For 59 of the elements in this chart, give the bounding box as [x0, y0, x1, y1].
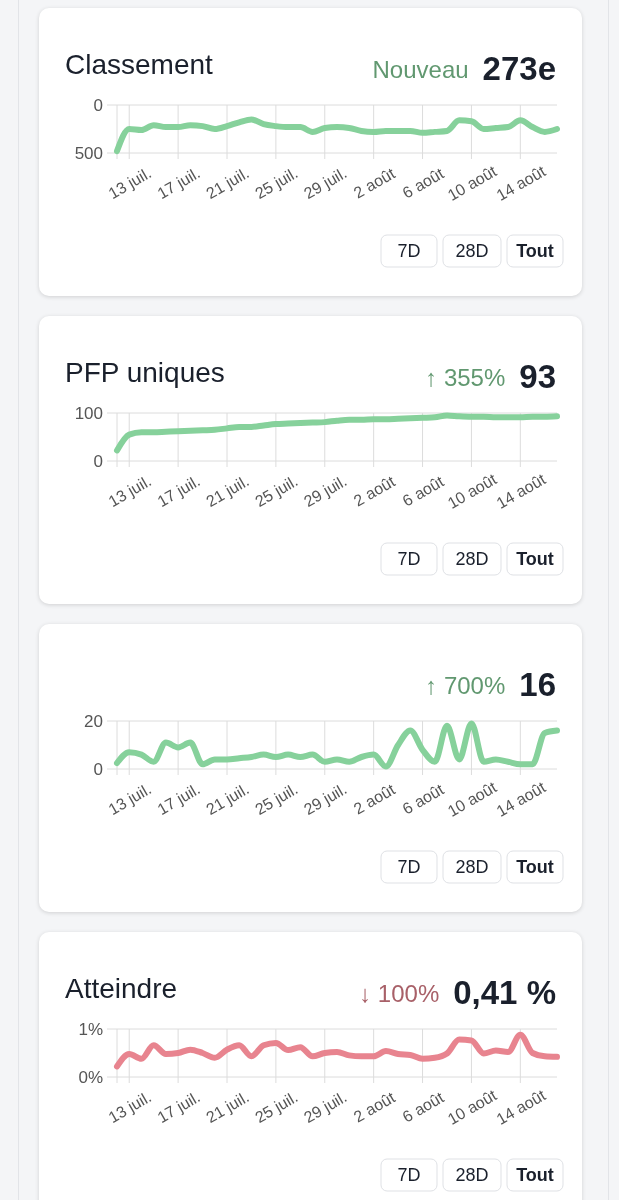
- chart-title: PFP uniques: [65, 357, 225, 388]
- x-tick-label: 21 juil.: [203, 780, 252, 819]
- button: Tout: [506, 542, 564, 576]
- x-tick-label: 13 juil.: [105, 780, 155, 819]
- chart-title: Atteindre: [65, 973, 178, 1004]
- x-tick-label: 29 juil.: [301, 1088, 350, 1127]
- button: Tout: [506, 850, 564, 884]
- x-tick-label: 2 août: [350, 780, 399, 818]
- y-tick-label: 20: [84, 711, 103, 731]
- text: 16: [519, 666, 556, 703]
- x-tick-label: 21 juil.: [203, 164, 252, 203]
- x-tick-label: 6 août: [399, 472, 448, 510]
- x-tick-label: 21 juil.: [203, 472, 252, 511]
- y-tick-label: 100: [74, 403, 103, 423]
- x-tick-label: 25 juil.: [252, 1088, 301, 1127]
- button: 28D: [442, 1158, 502, 1192]
- y-tick-label: 0: [93, 95, 103, 115]
- x-tick-label: 6 août: [399, 1088, 448, 1126]
- x-tick-label: 6 août: [399, 164, 448, 202]
- button: Tout: [506, 234, 564, 268]
- x-tick-label: 17 juil.: [154, 472, 203, 511]
- button: 7D: [380, 850, 438, 884]
- text: ↓ 100%: [359, 980, 440, 1007]
- x-tick-label: 2 août: [350, 164, 399, 202]
- button: 7D: [380, 542, 438, 576]
- y-tick-label: 0%: [78, 1067, 103, 1087]
- chart-title: Classement: [65, 49, 214, 80]
- y-tick-label: 0: [93, 451, 103, 471]
- button: Tout: [506, 1158, 564, 1192]
- y-tick-label: 500: [74, 143, 103, 163]
- x-tick-label: 25 juil.: [252, 780, 301, 819]
- text: Nouveau: [372, 56, 469, 83]
- button: 7D: [380, 234, 438, 268]
- x-tick-label: 17 juil.: [154, 1088, 203, 1127]
- x-tick-label: 25 juil.: [252, 472, 301, 511]
- x-tick-label: 17 juil.: [154, 780, 203, 819]
- button: 28D: [442, 542, 502, 576]
- text: 273e: [482, 50, 556, 87]
- x-tick-label: 13 juil.: [105, 1088, 155, 1127]
- button: 7D: [380, 1158, 438, 1192]
- x-tick-label: 29 juil.: [301, 780, 350, 819]
- x-tick-label: 2 août: [350, 1088, 399, 1126]
- text: 93: [519, 358, 556, 395]
- text: 0,41 %: [453, 974, 556, 1011]
- button: 28D: [442, 850, 502, 884]
- x-tick-label: 6 août: [399, 780, 448, 818]
- x-tick-label: 13 juil.: [105, 164, 155, 203]
- x-tick-label: 25 juil.: [252, 164, 301, 203]
- x-tick-label: 29 juil.: [301, 472, 350, 511]
- y-tick-label: 0: [93, 759, 103, 779]
- text: ↑ 355%: [425, 364, 506, 391]
- x-tick-label: 13 juil.: [105, 472, 155, 511]
- x-tick-label: 29 juil.: [301, 164, 350, 203]
- text: ↑ 700%: [425, 672, 506, 699]
- x-tick-label: 17 juil.: [154, 164, 203, 203]
- y-tick-label: 1%: [78, 1019, 103, 1039]
- button: 28D: [442, 234, 502, 268]
- x-tick-label: 21 juil.: [203, 1088, 252, 1127]
- x-tick-label: 2 août: [350, 472, 399, 510]
